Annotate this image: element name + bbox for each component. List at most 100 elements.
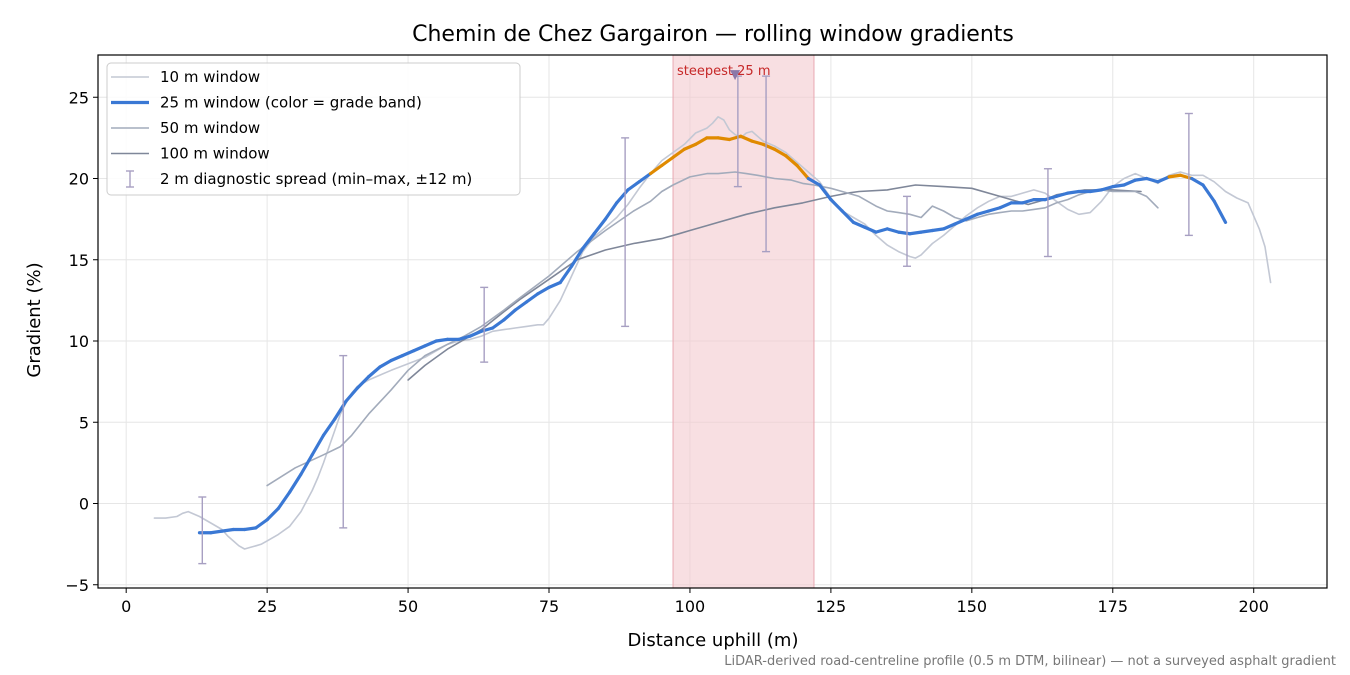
series-25m-segment xyxy=(1190,176,1205,187)
x-tick-label: 200 xyxy=(1238,597,1269,616)
series-25m-segment xyxy=(840,209,856,224)
chart-title: Chemin de Chez Gargairon — rolling windo… xyxy=(412,22,1014,47)
series-25m-segment xyxy=(885,227,901,234)
series-25m-segment xyxy=(220,527,235,533)
series-25m-segment xyxy=(288,472,303,494)
series-25m-segment-steep xyxy=(727,134,743,142)
series-25m-segment-steep xyxy=(750,139,765,146)
series-25m-segment xyxy=(367,365,382,379)
series-25m-segment xyxy=(400,349,416,358)
x-tick-label: 25 xyxy=(257,597,277,616)
series-25m-segment xyxy=(491,318,506,330)
axes-frame xyxy=(97,54,1328,589)
series-25m-segment xyxy=(942,222,957,231)
series-25m-segment xyxy=(829,198,844,213)
series-25m-segment xyxy=(434,337,450,343)
y-tick-label: 5 xyxy=(79,413,89,432)
series-25m-segment xyxy=(1212,199,1228,224)
series-25m-segment xyxy=(1043,194,1058,202)
series-25m-segment xyxy=(953,217,968,226)
series-25m-segment xyxy=(806,176,822,187)
series-25m-segment xyxy=(998,201,1013,210)
series-25m-segment xyxy=(592,217,607,236)
series-25m-segment-steep xyxy=(648,163,664,176)
error-bars: steepest 25 m xyxy=(198,64,1193,565)
series-25m-segment-steep xyxy=(671,147,686,159)
series-25m-segment xyxy=(1144,176,1160,184)
series-25m-segment xyxy=(964,212,980,221)
series-25m-segment xyxy=(1099,185,1115,192)
series-25m-segment xyxy=(468,329,483,338)
series-25m-segment xyxy=(1156,175,1171,184)
series-25m-segment xyxy=(1122,178,1137,187)
series-25m-segment-steep xyxy=(784,154,799,168)
series-25m-segment xyxy=(355,375,371,390)
series-25m-segment xyxy=(265,506,281,522)
series-25m-segment xyxy=(581,232,596,250)
series-25m-segment xyxy=(276,490,292,510)
series-25m-segment xyxy=(310,433,326,457)
series-25m-segment xyxy=(818,183,833,202)
series-25m-segment xyxy=(569,246,585,268)
series-25m-segment xyxy=(930,227,946,233)
y-axis-label: Gradient (%) xyxy=(24,262,45,377)
series-25m-segment xyxy=(389,354,405,363)
series-25m-segment xyxy=(626,180,641,192)
series-25m-segment-steep xyxy=(772,147,788,158)
series-25m-segment xyxy=(513,300,529,312)
series-25m-segment-steep xyxy=(1167,173,1183,179)
y-tick-label: 0 xyxy=(79,495,89,514)
tick-labels: 0 25 50 75 100 125 150 175 200 −5 0 5 10 15 20 25 xyxy=(65,88,1269,616)
series-25m-segment xyxy=(209,529,224,535)
series-25m-segment xyxy=(333,399,348,421)
legend: 10 m window 25 m window (color = grade ba… xyxy=(106,62,521,196)
series-25m-segment xyxy=(502,308,517,322)
x-tick-label: 150 xyxy=(957,597,988,616)
series-25m-segment xyxy=(558,264,574,285)
steepest-marker xyxy=(730,70,741,81)
x-tick-label: 100 xyxy=(675,597,706,616)
series-25m-segment-steep xyxy=(761,142,777,151)
legend-box xyxy=(106,62,521,196)
series-25m-segment xyxy=(1066,189,1081,195)
x-tick-label: 50 xyxy=(398,597,418,616)
series-25m-segment xyxy=(412,344,427,353)
legend-label-w10: 10 m window xyxy=(160,68,260,86)
series-25m-segment xyxy=(254,518,269,530)
x-tick-label: 175 xyxy=(1097,597,1128,616)
series-25m-segment xyxy=(851,220,867,229)
series-25m-segment xyxy=(1020,198,1036,205)
series-10m-line xyxy=(153,116,1272,550)
series-25m-segment xyxy=(603,201,619,221)
legend-label-w25: 25 m window (color = grade band) xyxy=(160,94,422,112)
series-lines xyxy=(153,116,1272,550)
legend-label-errorbar: 2 m diagnostic spread (min–max, ±12 m) xyxy=(160,170,472,188)
x-axis-label: Distance uphill (m) xyxy=(628,630,799,651)
x-tick-label: 0 xyxy=(121,597,131,616)
series-25m-segment xyxy=(547,280,562,289)
series-25m-segment-steep xyxy=(682,142,698,151)
y-tick-label: 25 xyxy=(69,88,89,107)
series-25m-segment xyxy=(919,228,934,234)
series-25m-segment xyxy=(1201,183,1216,203)
series-25m-segment xyxy=(975,209,991,216)
series-25m-segment xyxy=(1054,191,1070,198)
x-tick-label: 125 xyxy=(816,597,847,616)
series-25m-segment xyxy=(536,285,551,296)
series-25m-segment xyxy=(987,206,1002,213)
series-25m-segment xyxy=(457,334,472,341)
series-25m-segment-steep xyxy=(693,136,709,146)
series-25m-segment xyxy=(896,230,912,236)
series-25m-segment xyxy=(1133,176,1149,182)
legend-label-w100: 100 m window xyxy=(160,145,270,163)
series-25m-segment xyxy=(423,339,438,348)
y-tick-label: 15 xyxy=(69,251,89,270)
steepest-label: steepest 25 m xyxy=(677,64,770,79)
series-25m-segment-steep xyxy=(1178,173,1194,181)
footnote: LiDAR-derived road-centreline profile (0… xyxy=(724,654,1336,669)
series-25m-segment xyxy=(874,227,889,234)
series-25m-segment xyxy=(1111,183,1126,189)
series-25m-segment xyxy=(908,230,923,236)
series-25m-segment xyxy=(321,417,337,437)
